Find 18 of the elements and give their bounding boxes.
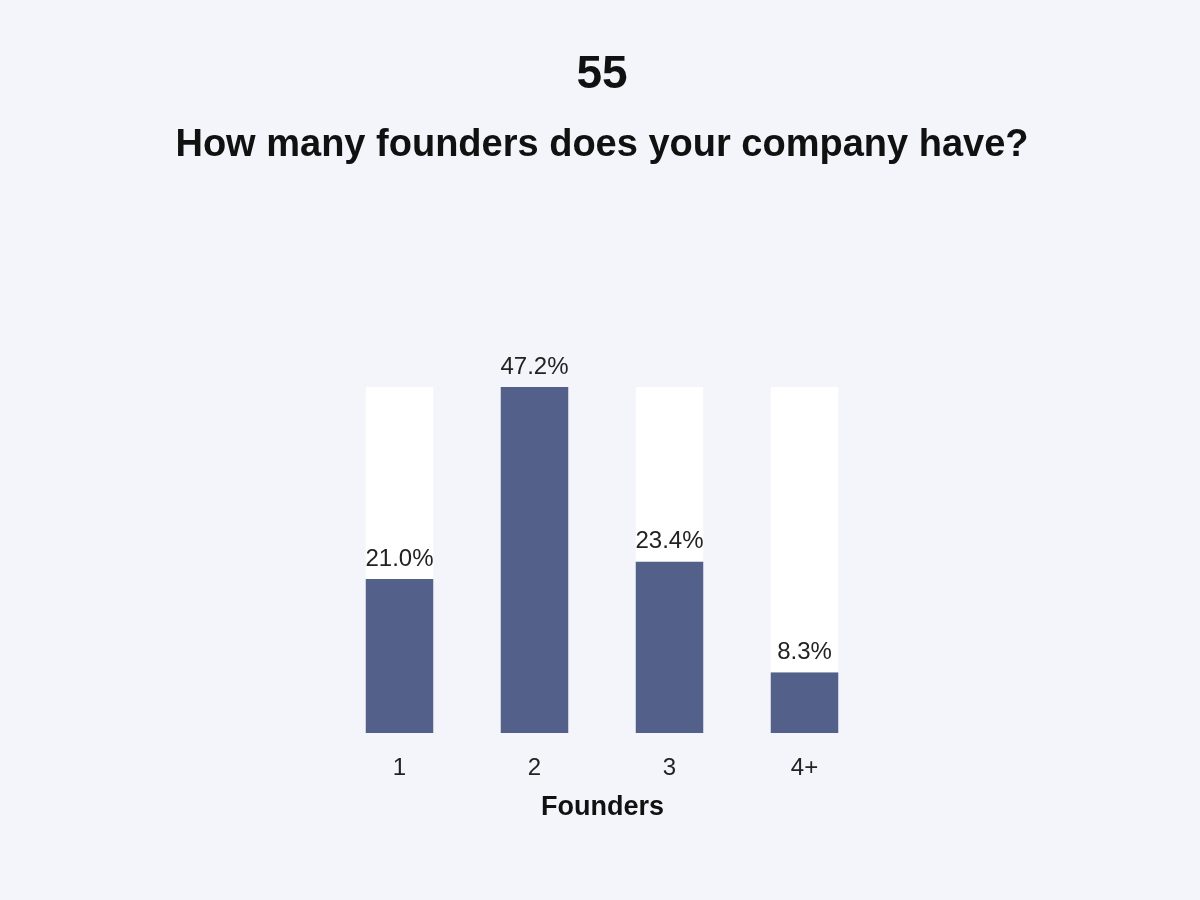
bar [770,672,839,733]
bar [635,387,704,562]
data-label: 23.4% [635,526,704,554]
x-tick-label: 2 [527,752,542,780]
x-axis-title: Founders [540,790,665,821]
data-label: 21.0% [365,544,434,572]
bar [365,579,434,733]
chart-title: 55 [576,46,628,98]
bar [500,387,569,733]
bar [635,561,704,733]
bar [770,387,839,673]
x-tick-label: 3 [662,752,677,780]
data-label: 8.3% [777,637,832,665]
x-tick-label: 4+ [790,752,819,780]
x-tick-label: 1 [392,752,407,780]
bar [365,387,434,580]
chart-subtitle: How many founders does your company have? [175,122,1029,164]
data-label: 47.2% [500,352,569,379]
